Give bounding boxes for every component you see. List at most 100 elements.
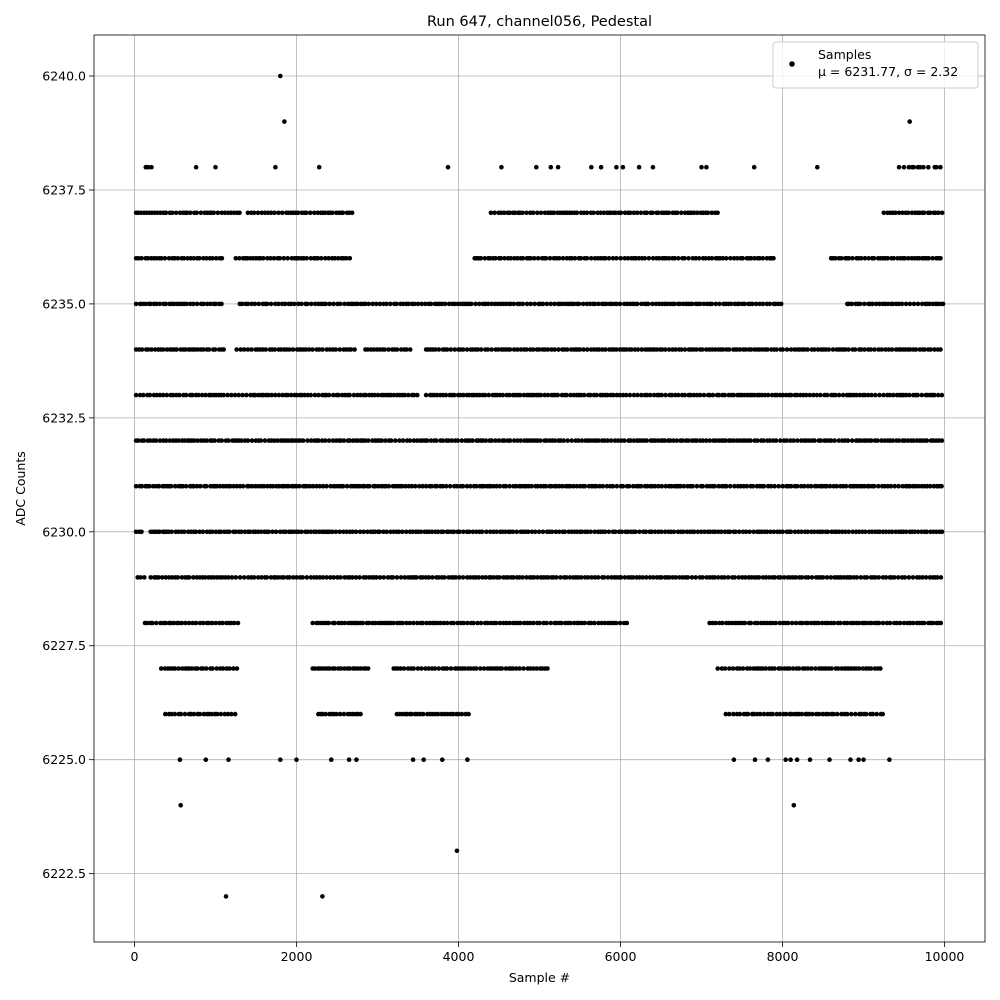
data-point	[337, 347, 343, 352]
data-point	[485, 301, 491, 307]
data-point	[777, 711, 783, 717]
data-point	[907, 119, 912, 124]
data-point	[445, 164, 451, 170]
data-point	[887, 757, 892, 762]
y-tick-label: 6230.0	[42, 524, 86, 539]
data-point	[215, 210, 221, 216]
data-point	[146, 164, 151, 170]
data-point	[139, 347, 145, 352]
data-point	[939, 529, 945, 535]
data-point	[153, 438, 159, 443]
data-point	[794, 757, 800, 762]
data-point	[548, 301, 553, 307]
data-point	[788, 529, 794, 535]
data-point	[497, 483, 503, 489]
data-point	[856, 529, 862, 535]
data-point	[807, 757, 813, 762]
data-point	[448, 347, 454, 352]
data-point	[788, 438, 793, 443]
data-point	[538, 210, 544, 216]
data-point	[235, 620, 241, 626]
data-point	[577, 347, 583, 352]
data-point	[700, 438, 706, 443]
data-point	[784, 438, 789, 443]
data-point	[582, 620, 588, 626]
data-point	[774, 347, 779, 352]
data-point	[350, 529, 355, 535]
data-point	[193, 620, 199, 626]
data-point	[896, 575, 901, 580]
data-point	[342, 301, 347, 307]
data-point	[627, 392, 633, 398]
data-point	[731, 757, 737, 762]
data-point	[204, 666, 209, 671]
data-point	[935, 392, 941, 398]
data-point	[501, 210, 507, 216]
data-point	[551, 210, 557, 216]
data-point	[317, 483, 323, 489]
legend-label-series: Samples	[818, 47, 871, 62]
data-point	[237, 210, 242, 216]
data-point	[213, 255, 219, 261]
data-point	[752, 255, 757, 261]
data-point	[507, 210, 513, 216]
data-point	[635, 392, 640, 398]
data-point	[310, 483, 316, 489]
data-point	[203, 392, 208, 398]
data-point	[907, 301, 913, 307]
data-point	[407, 620, 413, 626]
data-point	[549, 347, 554, 352]
data-point	[885, 301, 891, 307]
data-point	[478, 255, 484, 261]
data-point	[400, 620, 405, 626]
data-point	[396, 529, 402, 535]
y-tick-label: 6240.0	[42, 69, 86, 84]
data-point	[209, 620, 215, 626]
data-point	[876, 575, 882, 580]
data-point	[515, 347, 520, 352]
data-point	[688, 392, 694, 398]
data-point	[391, 620, 396, 626]
data-point	[268, 255, 273, 261]
data-point	[175, 255, 181, 261]
data-point	[363, 301, 368, 307]
data-point	[316, 392, 321, 398]
data-point	[856, 666, 862, 671]
data-point	[440, 483, 446, 489]
x-tick-label: 6000	[605, 949, 637, 964]
data-point	[226, 575, 231, 580]
data-point	[273, 529, 279, 535]
data-point	[518, 438, 523, 443]
data-point	[572, 255, 578, 261]
data-point	[854, 392, 859, 398]
data-point	[497, 575, 502, 580]
data-point	[451, 620, 457, 626]
data-point	[332, 666, 338, 671]
data-point	[415, 392, 420, 398]
data-point	[923, 575, 929, 580]
data-point	[517, 666, 522, 671]
data-point	[372, 392, 377, 398]
data-point	[283, 529, 288, 535]
data-point	[789, 483, 794, 489]
data-point	[631, 438, 637, 443]
data-point	[269, 392, 275, 398]
data-point	[464, 347, 470, 352]
data-point	[811, 392, 816, 398]
data-point	[690, 483, 695, 489]
data-point	[860, 666, 866, 671]
data-point	[865, 392, 871, 398]
data-point	[743, 529, 749, 535]
data-point	[400, 529, 405, 535]
data-point	[639, 392, 644, 398]
data-point	[214, 666, 220, 671]
data-point	[652, 483, 658, 489]
data-point	[720, 255, 726, 261]
data-point	[320, 483, 326, 489]
data-point	[907, 392, 912, 398]
data-point	[176, 666, 181, 671]
data-point	[413, 483, 418, 489]
data-point	[710, 392, 716, 398]
data-point	[549, 529, 555, 535]
data-point	[291, 575, 296, 580]
